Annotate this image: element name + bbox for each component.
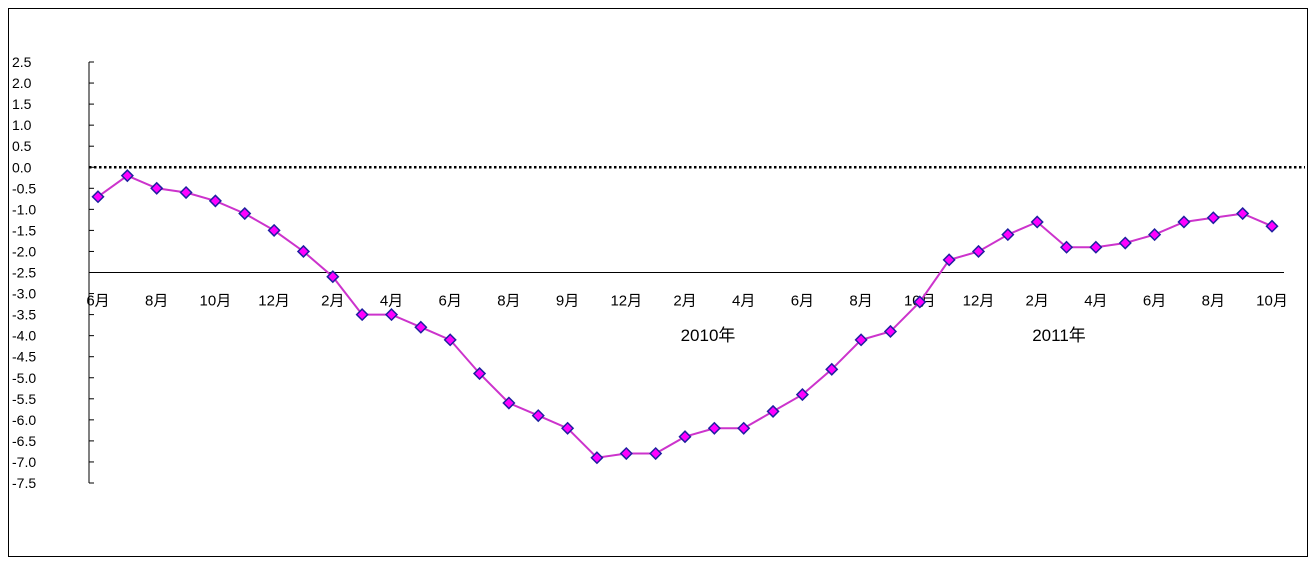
x-tick-label: 2月 [673,293,696,310]
data-point [384,308,399,322]
data-point [1265,219,1279,233]
x-tick-label: 8月 [1202,293,1225,310]
data-point [414,320,428,334]
data-point [766,404,780,418]
data-point [1236,206,1250,221]
data-point [561,421,575,435]
x-tick-label: 4月 [380,293,403,310]
data-point [531,409,545,423]
data-point [179,185,193,200]
data-point [1148,228,1162,242]
x-tick-label: 8月 [145,293,168,310]
x-tick-label: 10月 [1256,293,1288,310]
y-tick-label: 1.5 [12,96,32,112]
data-point [913,295,927,309]
y-tick-label: -7.0 [12,454,36,470]
data-point [443,333,457,347]
data-point [1030,215,1044,229]
data-point [1089,240,1103,254]
data-point [472,366,487,381]
y-tick-label: 0.0 [12,159,32,175]
x-tick-label: 2月 [321,293,344,310]
data-point [854,333,868,347]
year-label: 2010年 [681,326,736,345]
y-tick-label: -4.0 [12,328,36,344]
x-tick-label: 4月 [732,293,755,310]
data-point [619,446,633,461]
data-point [238,206,252,221]
y-tick-label: -4.5 [12,349,36,365]
data-point [267,223,281,237]
data-point [91,190,105,204]
y-tick-label: -3.0 [12,286,36,302]
y-tick-label: -2.0 [12,243,36,259]
data-point [590,451,604,465]
data-point [326,270,340,284]
y-tick-label: -0.5 [12,180,36,196]
year-label: 2011年 [1032,326,1086,345]
data-point [1001,228,1015,242]
data-point [1118,236,1132,250]
data-point [1059,240,1074,254]
data-point [150,181,164,195]
x-tick-label: 4月 [1084,293,1107,310]
y-tick-label: -7.5 [12,475,36,491]
data-point [971,244,986,259]
data-point [737,421,751,435]
series-line [97,174,1273,459]
data-point [707,421,721,435]
data-point [1177,215,1191,229]
data-point [825,362,839,376]
chart-frame: 2.5 2.0 1.5 1.0 0.5 0.0 -0.5 -1.0 -1.5 -2.0 -2.5 -3… [8,8,1308,557]
y-tick-label: 0.5 [12,138,32,154]
y-tick-label: -3.5 [12,307,36,323]
data-point [502,396,516,410]
x-tick-label: 8月 [849,293,872,310]
x-tick-label: 12月 [610,293,642,310]
y-tick-label: 2.0 [12,75,32,91]
x-tick-label: 6月 [791,293,814,310]
x-axis: 6月 8月 10月 12月 2月 4月 6月 8月 9月 12月 2月 4月 6月 8月 10月 12月 2月 4… [86,272,1288,310]
data-point [120,169,134,183]
x-tick-label: 6月 [439,293,462,310]
data-point [208,194,222,208]
x-tick-label: 2月 [1026,293,1049,310]
y-tick-label: -5.0 [12,370,36,386]
y-tick-label: -5.5 [12,391,36,407]
y-tick-label: -2.5 [12,265,36,281]
y-tick-label: -1.5 [12,222,36,238]
data-point [795,388,809,402]
x-tick-label: 6月 [86,293,109,310]
line-chart: 2.5 2.0 1.5 1.0 0.5 0.0 -0.5 -1.0 -1.5 -2.0 -2.5 -3… [12,54,1305,491]
y-tick-label: 2.5 [12,54,32,70]
data-point [678,430,692,444]
data-point [883,324,898,339]
x-tick-label: 10月 [200,293,232,310]
x-tick-label: 6月 [1143,293,1166,310]
year-labels: 2010年 2011年 [681,326,1086,345]
y-tick-label: -6.0 [12,412,36,428]
y-axis: 2.5 2.0 1.5 1.0 0.5 0.0 -0.5 -1.0 -1.5 -2.0 -2.5 -3… [12,54,94,491]
y-tick-label: 1.0 [12,117,32,133]
x-tick-label: 8月 [497,293,520,310]
y-tick-label: -1.0 [12,201,36,217]
data-point [1206,211,1220,225]
data-point [649,446,663,461]
data-point [942,253,956,267]
x-tick-label: 12月 [963,293,995,310]
data-point [296,244,311,259]
y-tick-label: -6.5 [12,433,36,449]
x-tick-label: 12月 [258,293,290,310]
data-point [355,308,369,322]
x-tick-label: 9月 [556,293,579,310]
series [91,169,1279,465]
